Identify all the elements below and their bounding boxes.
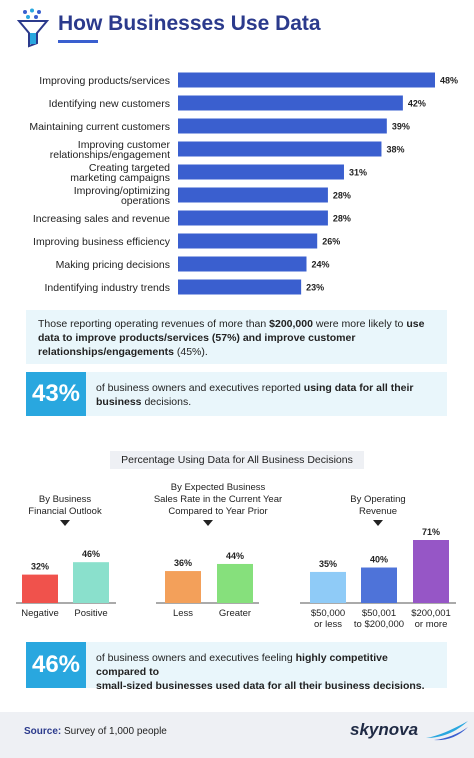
value-label: 32%	[31, 562, 49, 572]
category-label: Greater	[219, 608, 251, 619]
stat-box-1	[26, 372, 447, 416]
category-label: Increasing sales and revenue	[33, 213, 170, 225]
value-label: 23%	[306, 283, 324, 293]
stat-text-2: of business owners and executives feelin…	[96, 652, 425, 692]
bar	[178, 279, 302, 295]
chevron-down-icon	[203, 520, 213, 526]
category-label: Creating targeted marketing campaigns	[70, 162, 170, 184]
category-label: $200,001 or more	[411, 608, 451, 630]
bar	[178, 118, 387, 134]
category-label: Improving business efficiency	[33, 236, 171, 248]
group-title-sales: By Expected Business Sales Rate in the Cu…	[153, 482, 283, 517]
value-label: 31%	[349, 168, 367, 178]
source-text: Source: Survey of 1,000 people	[24, 726, 167, 737]
category-label: Indentifying industry trends	[45, 282, 171, 294]
bar	[73, 562, 109, 603]
value-label: 35%	[319, 559, 337, 569]
value-label: 39%	[392, 122, 410, 132]
value-label: 24%	[312, 260, 330, 270]
bar	[178, 164, 344, 180]
bar	[413, 540, 449, 603]
bar	[178, 233, 318, 249]
bar	[178, 141, 382, 157]
stat-text-1: of business owners and executives report…	[96, 382, 414, 408]
value-label: 40%	[370, 555, 388, 565]
group-title-revenue: By Operating Revenue	[350, 494, 406, 517]
bar	[178, 210, 328, 226]
chevron-down-icon	[60, 520, 70, 526]
category-label: $50,001 to $200,000	[354, 608, 404, 630]
note-text: Those reporting operating revenues of mo…	[38, 318, 425, 358]
value-label: 38%	[386, 145, 404, 155]
bar	[310, 571, 346, 603]
value-label: 28%	[333, 191, 351, 201]
swoosh-icon	[424, 718, 470, 742]
stat-box-2	[26, 642, 447, 688]
value-label: 36%	[174, 558, 192, 568]
category-label: Less	[173, 608, 193, 619]
value-label: 28%	[333, 214, 351, 224]
category-label: Improving/optimizing operations	[74, 185, 170, 207]
bar	[178, 72, 435, 88]
bar	[165, 571, 201, 603]
bar	[178, 95, 403, 111]
usage-bar-chart: Improving products/services 48% Identifyin…	[29, 72, 458, 295]
value-label: 48%	[440, 76, 458, 86]
category-label: Maintaining current customers	[29, 121, 170, 133]
section-title: Percentage Using Data for All Business D…	[110, 451, 364, 469]
category-label: Positive	[74, 608, 107, 619]
stat-number-2: 46%	[26, 642, 86, 688]
footer	[0, 712, 474, 758]
title-underline	[58, 40, 98, 43]
bar	[361, 567, 397, 603]
note-box: Those reporting operating revenues of mo…	[26, 310, 447, 364]
bar	[217, 563, 253, 603]
chevron-down-icon	[373, 520, 383, 526]
category-label: Improving products/services	[39, 75, 170, 87]
category-label: $50,000 or less	[311, 608, 345, 630]
funnel-icon	[16, 8, 50, 48]
group-bar-charts: 32% Negative 46% Positive 36% Less 44% Greater 3…	[16, 527, 456, 630]
stat-number-1: 43%	[26, 372, 86, 416]
value-label: 46%	[82, 549, 100, 559]
bar	[22, 574, 58, 603]
category-label: Improving customer relationships/engageme…	[50, 139, 171, 161]
page-title: How Businesses Use Data	[58, 12, 321, 35]
category-label: Making pricing decisions	[56, 259, 170, 271]
bar	[178, 256, 307, 272]
value-label: 42%	[408, 99, 426, 109]
value-label: 71%	[422, 527, 440, 537]
value-label: 26%	[322, 237, 340, 247]
bar	[178, 187, 328, 203]
value-label: 44%	[226, 551, 244, 561]
brand-logo: skynova	[350, 720, 419, 739]
category-label: Negative	[21, 608, 59, 619]
category-label: Identifying new customers	[49, 98, 170, 110]
group-title-outlook: By Business Financial Outlook	[28, 494, 102, 517]
